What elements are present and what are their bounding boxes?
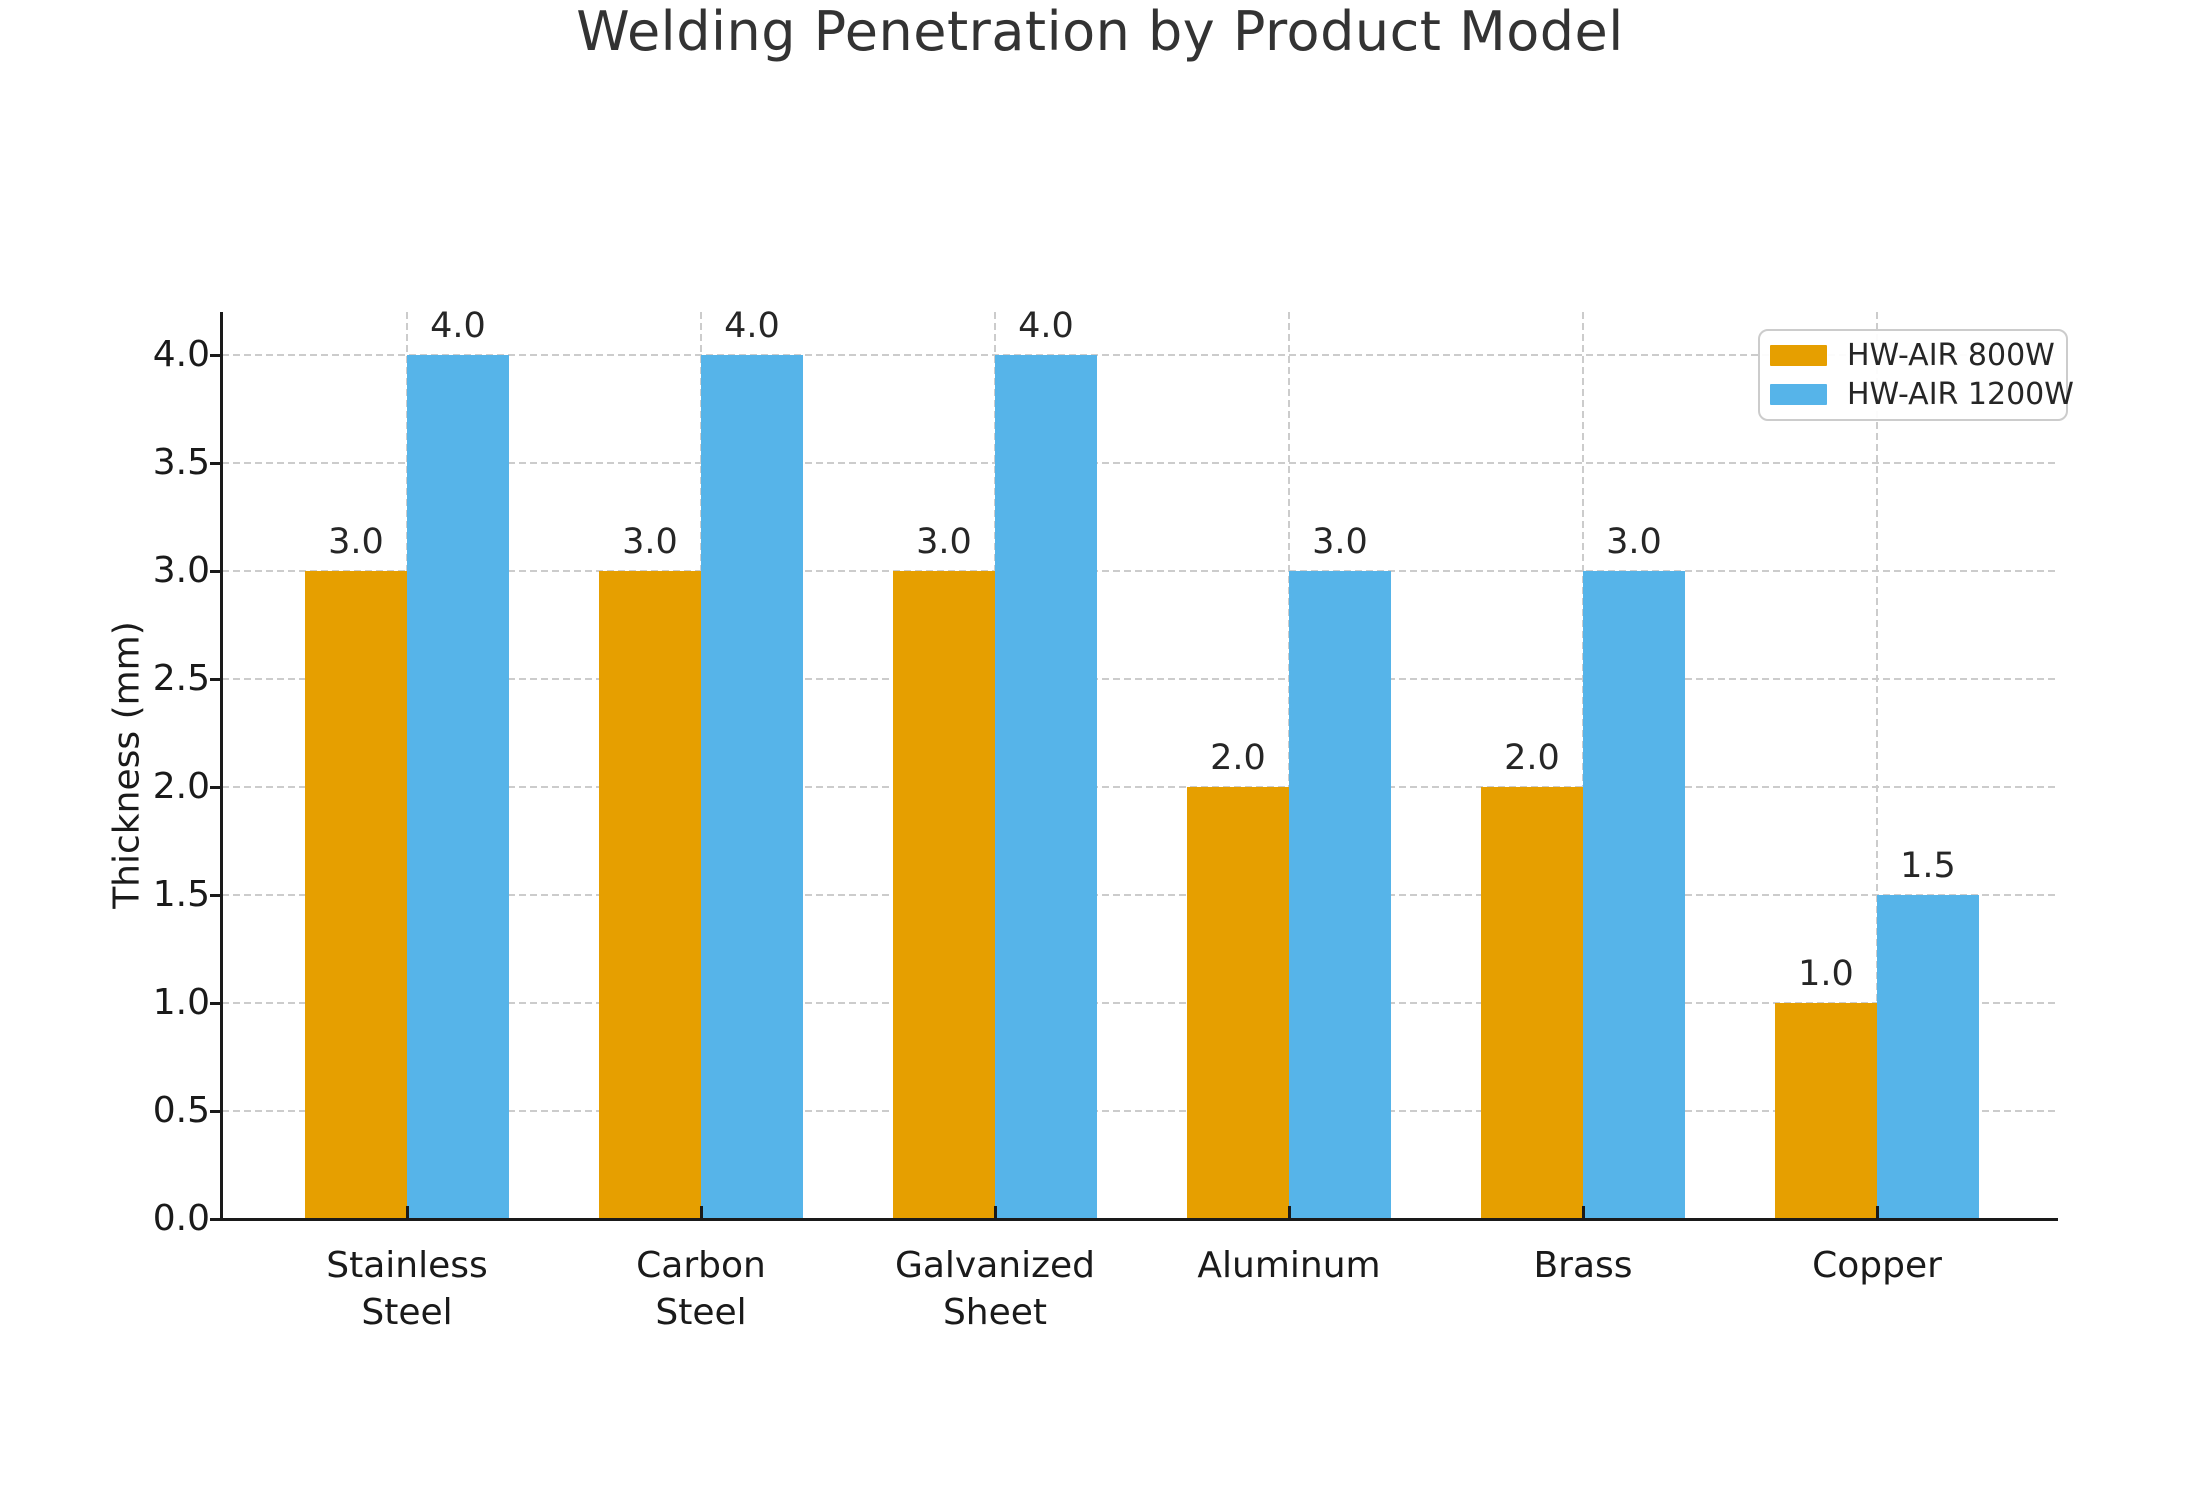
y-tick-label-0.5: 0.5 (152, 1090, 210, 1132)
bar-hw-air-1200w-brass (1583, 571, 1685, 1219)
bar-value-label-hw-air-1200w-aluminum: 3.0 (1312, 522, 1368, 563)
bar-value-label-hw-air-1200w-brass: 3.0 (1606, 522, 1662, 563)
bar-hw-air-800w-aluminum (1187, 787, 1289, 1219)
y-tick-mark-3.5 (210, 462, 221, 466)
legend-item-hw-air-800w: HW-AIR 800W (1770, 338, 2056, 373)
bar-value-label-hw-air-800w-brass: 2.0 (1504, 738, 1560, 779)
gridline-horizontal-1.5 (222, 894, 2057, 897)
x-tick-label-aluminum: Aluminum (1197, 1245, 1381, 1286)
y-tick-mark-2.5 (210, 678, 221, 682)
x-tick-mark-galvanized-sheet (994, 1206, 997, 1219)
gridline-horizontal-3.0 (222, 570, 2057, 573)
chart-title: Welding Penetration by Product Model (576, 0, 1624, 63)
bar-value-label-hw-air-1200w-copper: 1.5 (1900, 846, 1956, 887)
bar-hw-air-1200w-carbon-steel (701, 355, 803, 1219)
y-tick-label-3.5: 3.5 (152, 442, 210, 484)
y-tick-mark-0.5 (210, 1110, 221, 1114)
x-tick-mark-copper (1876, 1206, 1879, 1219)
legend-label-hw-air-1200w: HW-AIR 1200W (1847, 376, 2074, 412)
gridline-horizontal-4.0 (222, 354, 2057, 357)
x-tick-label-stainless-steel: Stainless Steel (326, 1245, 488, 1333)
x-tick-mark-aluminum (1288, 1206, 1291, 1219)
bar-hw-air-1200w-stainless-steel (407, 355, 509, 1219)
legend-item-hw-air-1200w: HW-AIR 1200W (1770, 377, 2074, 412)
bar-hw-air-1200w-aluminum (1289, 571, 1391, 1219)
y-tick-mark-1.0 (210, 1002, 221, 1006)
y-tick-label-2.0: 2.0 (152, 766, 210, 808)
y-tick-label-3.0: 3.0 (152, 550, 210, 592)
y-tick-label-4.0: 4.0 (152, 334, 210, 376)
y-tick-label-1.5: 1.5 (152, 874, 210, 916)
y-tick-mark-3.0 (210, 570, 221, 574)
gridline-vertical-copper (1876, 312, 1878, 1219)
legend-swatch-hw-air-1200w (1770, 383, 1827, 405)
y-tick-mark-1.5 (210, 894, 221, 898)
bar-value-label-hw-air-800w-copper: 1.0 (1798, 954, 1854, 995)
y-tick-label-0.0: 0.0 (152, 1198, 210, 1239)
gridline-horizontal-2.5 (222, 678, 2057, 681)
bar-hw-air-800w-stainless-steel (305, 571, 407, 1219)
y-tick-mark-0.0 (210, 1218, 221, 1221)
y-tick-label-2.5: 2.5 (152, 658, 210, 700)
bar-value-label-hw-air-800w-galvanized-sheet: 3.0 (916, 522, 972, 563)
bar-hw-air-800w-copper (1775, 1003, 1877, 1219)
legend-swatch-hw-air-800w (1770, 345, 1827, 367)
y-tick-mark-4.0 (210, 354, 221, 358)
legend-label-hw-air-800w: HW-AIR 800W (1847, 338, 2055, 374)
legend: HW-AIR 800W HW-AIR 1200W (1758, 329, 2074, 421)
gridline-horizontal-2.0 (222, 786, 2057, 789)
bar-hw-air-1200w-copper (1877, 895, 1979, 1219)
gridline-horizontal-0.5 (222, 1110, 2057, 1113)
y-axis-line (220, 312, 223, 1221)
plot-area: 3.0 4.0 3.0 4.0 3.0 4.0 2.0 3.0 2.0 3.0 1.0 1.5 (222, 307, 2057, 1219)
bar-value-label-hw-air-800w-aluminum: 2.0 (1210, 738, 1266, 779)
bar-hw-air-800w-brass (1481, 787, 1583, 1219)
bar-value-label-hw-air-800w-stainless-steel: 3.0 (328, 522, 384, 563)
x-tick-label-brass: Brass (1533, 1245, 1633, 1286)
bar-hw-air-800w-galvanized-sheet (893, 571, 995, 1219)
bar-value-label-hw-air-1200w-stainless-steel: 4.0 (430, 306, 486, 347)
x-tick-label-copper: Copper (1812, 1245, 1942, 1286)
bar-hw-air-800w-carbon-steel (599, 571, 701, 1219)
bar-value-label-hw-air-1200w-carbon-steel: 4.0 (724, 306, 780, 347)
gridline-horizontal-1.0 (222, 1002, 2057, 1005)
x-tick-mark-brass (1582, 1206, 1585, 1219)
x-tick-mark-carbon-steel (700, 1206, 703, 1219)
bar-value-label-hw-air-1200w-galvanized-sheet: 4.0 (1018, 306, 1074, 347)
x-tick-label-galvanized-sheet: Galvanized Sheet (894, 1245, 1096, 1333)
y-tick-label-1.0: 1.0 (152, 982, 210, 1024)
bar-hw-air-1200w-galvanized-sheet (995, 355, 1097, 1219)
x-axis-line (220, 1218, 2058, 1221)
gridline-horizontal-3.5 (222, 462, 2057, 465)
x-tick-label-carbon-steel: Carbon Steel (636, 1245, 766, 1333)
bar-value-label-hw-air-800w-carbon-steel: 3.0 (622, 522, 678, 563)
y-tick-mark-2.0 (210, 786, 221, 790)
x-tick-mark-stainless-steel (406, 1206, 409, 1219)
